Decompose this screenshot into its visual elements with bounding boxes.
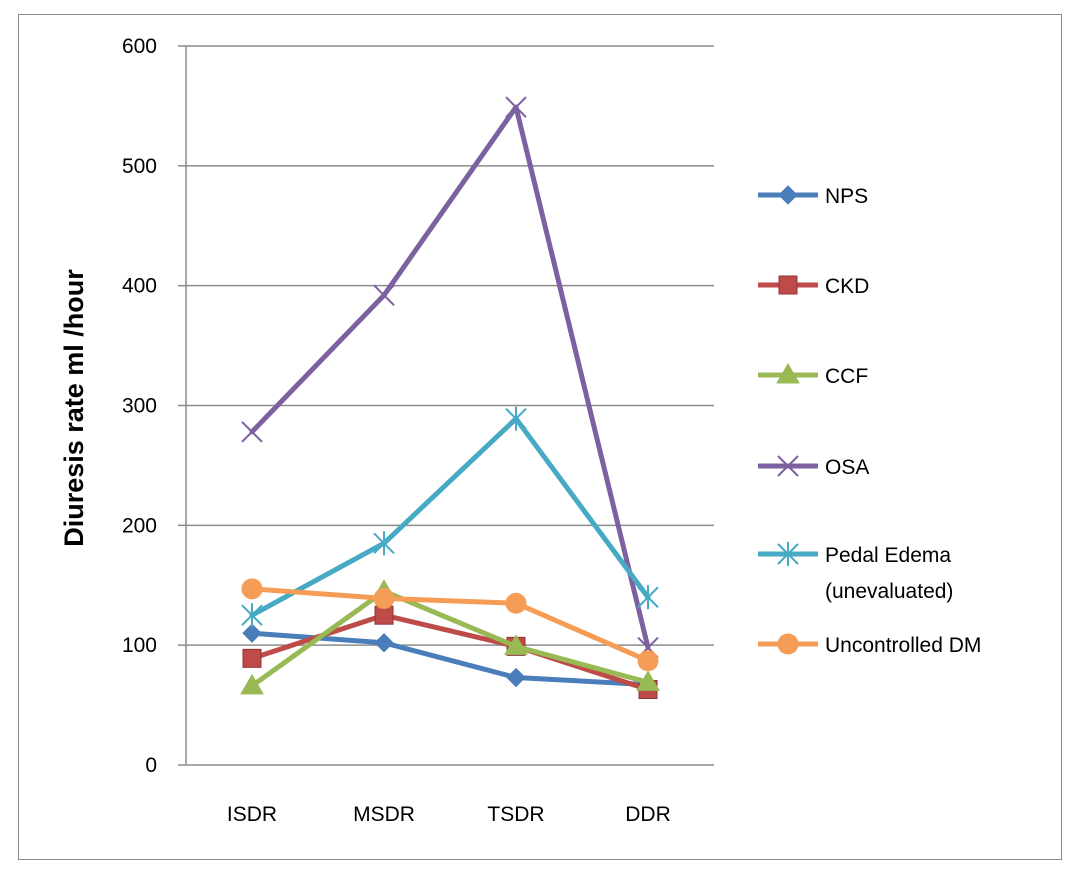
data-point-uncontrolled-dm	[505, 592, 527, 614]
y-tick-label: 500	[122, 155, 157, 178]
data-point-nps	[242, 623, 262, 643]
legend: NPS CKD CCF OSA Pedal Edema (unevaluated) Unco…	[758, 185, 981, 657]
legend-item-nps: NPS	[758, 185, 868, 208]
x-tick-label: MSDR	[353, 803, 415, 826]
data-point-uncontrolled-dm	[241, 578, 263, 600]
data-point-pedal-edema-unevaluated	[373, 531, 395, 556]
legend-label-pedal-edema-unevaluated: Pedal Edema	[825, 544, 951, 567]
legend-label-pedal-edema-unevaluated: (unevaluated)	[825, 580, 953, 603]
data-point-nps	[374, 633, 394, 653]
y-tick-label: 600	[122, 35, 157, 58]
series-uncontrolled-dm	[241, 578, 659, 672]
x-tick-label: ISDR	[227, 803, 277, 826]
gridlines	[186, 45, 714, 646]
legend-item-ccf: CCF	[758, 363, 868, 388]
legend-label-uncontrolled-dm: Uncontrolled DM	[825, 634, 981, 657]
y-tick-label: 400	[122, 275, 157, 298]
legend-item-uncontrolled-dm: Uncontrolled DM	[758, 633, 981, 657]
legend-item-ckd: CKD	[758, 275, 869, 298]
series-osa	[241, 96, 659, 659]
data-point-pedal-edema-unevaluated	[241, 603, 263, 628]
series-line-ckd	[249, 612, 651, 693]
x-tick-label: DDR	[625, 803, 671, 826]
data-point-osa	[505, 96, 527, 118]
series-line-uncontrolled-dm	[249, 586, 651, 664]
legend-marker-osa	[777, 455, 799, 477]
data-point-osa	[373, 284, 395, 306]
legend-marker-ccf	[776, 363, 800, 384]
legend-marker-pedal-edema-unevaluated	[777, 542, 799, 566]
y-tick-label: 100	[122, 634, 157, 657]
data-point-ckd	[242, 648, 262, 668]
data-point-osa	[241, 421, 263, 443]
data-point-ccf	[240, 673, 264, 695]
series-lines	[240, 96, 660, 700]
y-axis-title: Diuresis rate ml /hour	[59, 269, 89, 547]
data-point-nps	[506, 667, 526, 688]
series-nps	[242, 623, 658, 695]
series-line-osa	[249, 104, 651, 651]
data-point-pedal-edema-unevaluated	[637, 585, 659, 610]
data-point-uncontrolled-dm	[637, 650, 659, 672]
axes: 0 100 200 300 400 500 600 ISDR MSDR TSDR DDR	[122, 35, 714, 826]
x-tick-label: TSDR	[487, 803, 544, 826]
y-tick-label: 200	[122, 514, 157, 537]
y-tick-label: 300	[122, 395, 157, 418]
series-line-pedal-edema-unevaluated	[249, 416, 651, 618]
series-ccf	[240, 579, 660, 695]
data-point-ccf	[504, 634, 528, 655]
y-tick-label: 0	[145, 754, 157, 777]
data-point-ccf	[636, 670, 660, 691]
legend-marker-ckd	[778, 275, 798, 295]
legend-label-nps: NPS	[825, 185, 868, 208]
legend-marker-nps	[778, 185, 798, 205]
legend-label-ccf: CCF	[825, 365, 868, 388]
series-line-ccf	[249, 588, 651, 689]
legend-item-osa: OSA	[758, 455, 869, 479]
legend-item-pedal-edema-unevaluated: Pedal Edema (unevaluated)	[758, 542, 953, 603]
series-pedal-edema-unevaluated	[241, 406, 659, 628]
legend-label-ckd: CKD	[825, 275, 869, 298]
data-point-pedal-edema-unevaluated	[505, 406, 527, 431]
data-point-uncontrolled-dm	[373, 587, 395, 609]
chart-frame	[18, 14, 1062, 860]
legend-marker-uncontrolled-dm	[777, 633, 799, 655]
legend-label-osa: OSA	[825, 456, 869, 479]
